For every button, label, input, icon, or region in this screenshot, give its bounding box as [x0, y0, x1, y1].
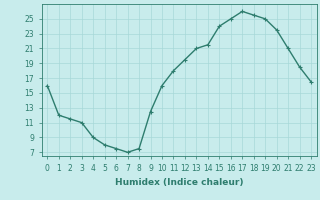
X-axis label: Humidex (Indice chaleur): Humidex (Indice chaleur) [115, 178, 244, 187]
